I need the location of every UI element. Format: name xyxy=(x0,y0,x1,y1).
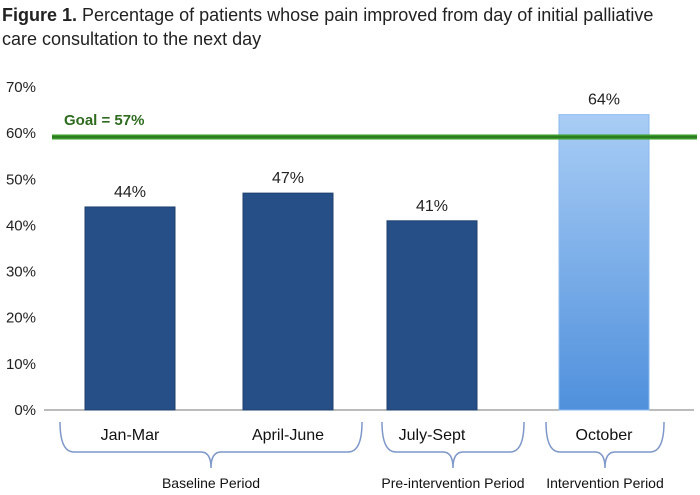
category-label: Jan-Mar xyxy=(101,427,160,444)
y-tick-label: 0% xyxy=(14,402,36,419)
bar-july-sept xyxy=(386,220,478,411)
y-tick-label: 10% xyxy=(6,356,36,373)
y-tick-label: 40% xyxy=(6,217,36,234)
group-bracket xyxy=(59,421,363,469)
data-label: 64% xyxy=(588,92,620,109)
group-label: Baseline Period xyxy=(162,475,260,491)
bar-october xyxy=(558,114,650,411)
category-labels: Jan-Mar April-June July-Sept October xyxy=(101,427,633,444)
data-label: 47% xyxy=(272,170,304,187)
y-tick-label: 50% xyxy=(6,171,36,188)
category-label: July-Sept xyxy=(399,427,466,444)
figure-title-text: Percentage of patients whose pain improv… xyxy=(2,5,654,49)
group-label: Pre-intervention Period xyxy=(381,475,524,491)
goal-label: Goal = 57% xyxy=(64,112,144,129)
group-label: Intervention Period xyxy=(546,475,664,491)
data-label: 41% xyxy=(416,198,448,215)
y-tick-label: 20% xyxy=(6,310,36,327)
y-axis: 0% 10% 20% 30% 40% 50% 60% 70% xyxy=(6,79,36,419)
group-bracket xyxy=(545,421,665,469)
category-label: October xyxy=(576,427,634,444)
figure-title: Figure 1. Percentage of patients whose p… xyxy=(2,3,692,51)
group-brackets: Baseline Period Pre-intervention Period In… xyxy=(59,421,665,491)
y-tick-label: 30% xyxy=(6,264,36,281)
bar-april-june xyxy=(242,192,334,411)
goal-line-group: Goal = 57% xyxy=(52,112,697,140)
y-tick-label: 70% xyxy=(6,79,36,96)
data-label: 44% xyxy=(114,184,146,201)
figure-label: Figure 1. xyxy=(2,5,78,25)
bars: 44% 47% 41% 64% xyxy=(84,92,650,411)
group-bracket xyxy=(381,421,525,469)
y-tick-label: 60% xyxy=(6,125,36,142)
category-label: April-June xyxy=(252,427,324,444)
bar-jan-mar xyxy=(84,206,176,411)
